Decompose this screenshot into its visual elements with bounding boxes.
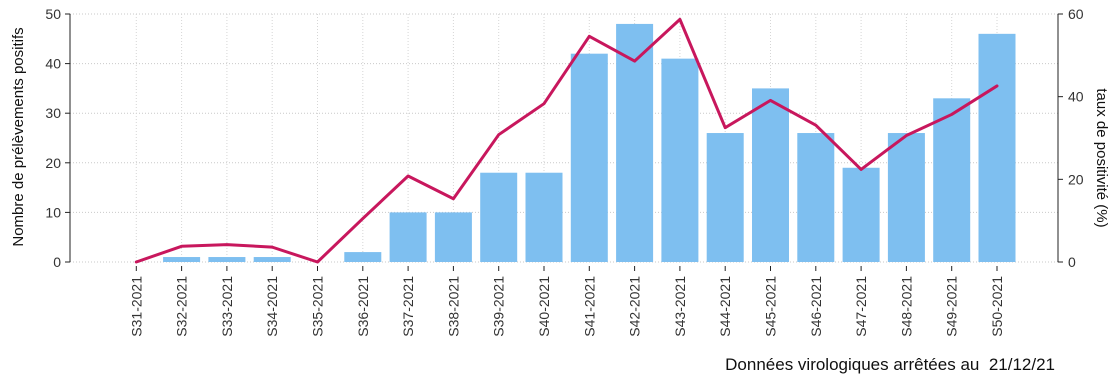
line-point: [678, 18, 682, 21]
line-point: [724, 126, 727, 129]
bar: [661, 58, 699, 262]
bar: [887, 133, 925, 262]
x-tick-label: S32-2021: [174, 276, 190, 337]
x-tick-label: S38-2021: [445, 276, 461, 337]
data-date-note: Données virologiques arrêtées au 21/12/2…: [725, 355, 1055, 375]
x-tick-label: S35-2021: [310, 276, 326, 337]
bar: [344, 252, 382, 262]
line-point: [633, 59, 636, 63]
line-series-path: [134, 17, 999, 264]
x-tick-label: S43-2021: [672, 276, 688, 337]
line-point: [995, 84, 999, 88]
y-tick-label-left: 20: [45, 155, 61, 171]
y-tick-label-left: 30: [45, 105, 61, 121]
x-tick-label: S45-2021: [763, 276, 779, 337]
bar: [752, 88, 789, 263]
y-axis-right-title: taux de positivité (%): [1093, 88, 1110, 227]
y-tick-label-right: 40: [1068, 89, 1084, 105]
line-point: [542, 102, 546, 105]
x-tick-label: S48-2021: [898, 276, 914, 337]
x-tick-label: S50-2021: [989, 276, 1005, 337]
y-axis-left-title: Nombre de prélèvements positifs: [10, 27, 27, 246]
bar: [570, 53, 608, 263]
bar: [525, 172, 563, 262]
bar: [208, 257, 246, 262]
bar: [616, 23, 654, 263]
tick-labels: 0 10 20 30 40 50 0 20 40 60 S31-2021 S32-2021 S33-20…: [45, 6, 1083, 337]
axes: [65, 13, 1063, 271]
line-point: [769, 99, 772, 102]
data-date-note-label: Données virologiques arrêtées au: [725, 355, 980, 374]
y-tick-label-right: 60: [1068, 6, 1084, 22]
line-point: [497, 133, 500, 136]
y-tick-label-left: 50: [45, 6, 61, 22]
bar: [480, 172, 518, 262]
x-tick-label: S47-2021: [853, 276, 869, 337]
bar: [434, 212, 472, 262]
x-tick-label: S33-2021: [219, 276, 235, 337]
line-point: [452, 197, 455, 200]
line-point: [588, 35, 591, 38]
line-point: [361, 217, 364, 220]
bar: [797, 133, 835, 262]
bar: [389, 212, 427, 262]
bar: [163, 257, 201, 262]
line-point: [135, 260, 138, 264]
data-date-note-date: 21/12/21: [988, 355, 1055, 374]
x-tick-label: S39-2021: [491, 276, 507, 337]
line-point: [316, 260, 319, 264]
x-tick-label: S41-2021: [581, 276, 597, 337]
bar: [978, 33, 1016, 263]
line-point: [406, 174, 410, 178]
bar: [706, 133, 744, 262]
y-tick-label-left: 40: [45, 56, 61, 72]
line-point: [814, 123, 817, 127]
y-tick-label-right: 0: [1068, 254, 1076, 270]
bar-series: [163, 23, 1016, 263]
line-point: [859, 168, 863, 171]
y-tick-label-right: 20: [1068, 171, 1084, 187]
x-tick-label: S40-2021: [536, 276, 552, 337]
y-tick-label-left: 0: [53, 254, 61, 270]
x-tick-label: S37-2021: [400, 276, 416, 337]
line-point: [225, 243, 229, 246]
bar: [253, 257, 291, 262]
x-tick-label: S36-2021: [355, 276, 371, 337]
bar: [933, 98, 971, 262]
line-point: [271, 245, 274, 249]
line-point: [180, 245, 183, 248]
line-point: [905, 134, 908, 137]
bar: [842, 167, 880, 262]
x-tick-label: S31-2021: [128, 276, 144, 337]
line-point: [950, 113, 953, 116]
x-tick-label: S42-2021: [627, 276, 643, 337]
x-tick-label: S46-2021: [808, 276, 824, 337]
x-tick-label: S49-2021: [944, 276, 960, 337]
line-series: [134, 17, 999, 264]
y-tick-label-left: 10: [45, 204, 61, 220]
x-tick-label: S44-2021: [717, 276, 733, 337]
x-tick-label: S34-2021: [264, 276, 280, 337]
